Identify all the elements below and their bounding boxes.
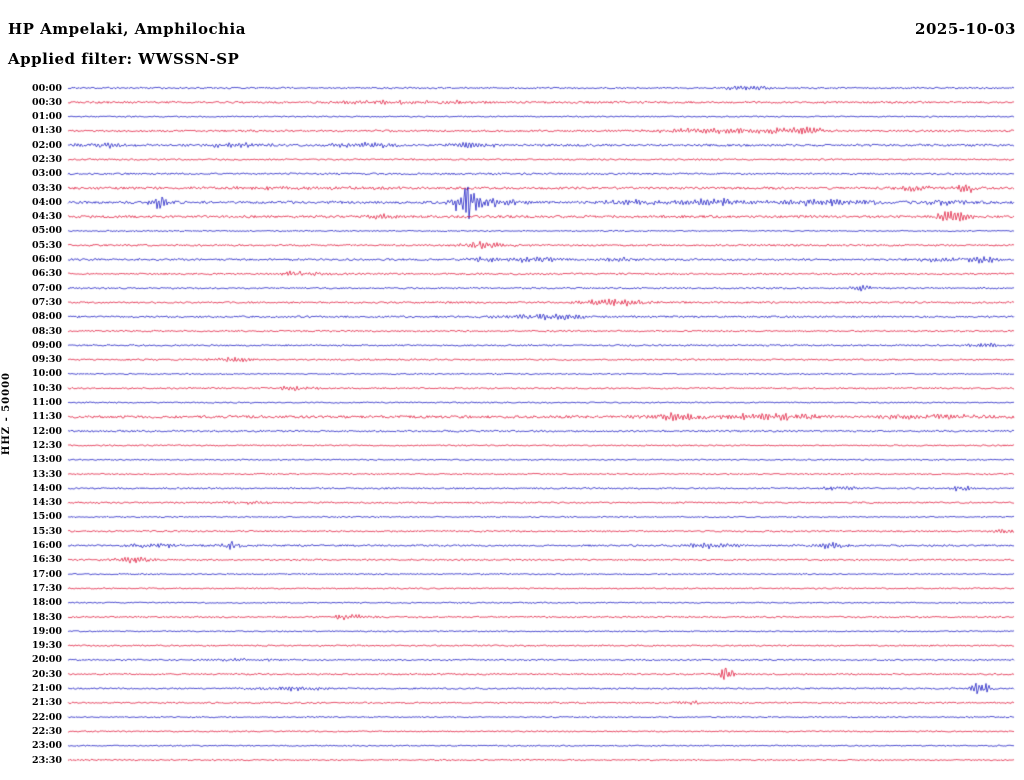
time-label: 13:00 (32, 454, 62, 466)
time-label: 00:30 (32, 96, 62, 108)
station-title: HP Ampelaki, Amphilochia (8, 20, 246, 38)
time-label: 11:00 (32, 397, 62, 409)
time-label: 15:30 (32, 525, 62, 537)
time-label: 11:30 (32, 411, 62, 423)
time-label: 18:30 (32, 611, 62, 623)
time-label: 06:30 (32, 268, 62, 280)
time-label: 10:00 (32, 368, 62, 380)
time-label: 23:30 (32, 754, 62, 766)
time-label: 04:00 (32, 196, 62, 208)
time-label: 03:00 (32, 168, 62, 180)
time-label: 00:00 (32, 82, 62, 94)
time-label: 09:00 (32, 339, 62, 351)
time-label: 05:30 (32, 239, 62, 251)
time-label: 12:00 (32, 425, 62, 437)
time-label: 23:00 (32, 740, 62, 752)
y-axis-label: HHZ - 50000 (1, 372, 12, 456)
filter-label: Applied filter: WWSSN-SP (8, 50, 240, 68)
time-label: 20:00 (32, 654, 62, 666)
time-label: 14:00 (32, 482, 62, 494)
time-label: 02:00 (32, 139, 62, 151)
time-label: 02:30 (32, 153, 62, 165)
time-label: 19:30 (32, 640, 62, 652)
time-label: 07:00 (32, 282, 62, 294)
date-label: 2025-10-03 (915, 20, 1016, 38)
time-label: 09:30 (32, 354, 62, 366)
time-label: 20:30 (32, 668, 62, 680)
time-label: 01:00 (32, 111, 62, 123)
time-label: 07:30 (32, 296, 62, 308)
time-label: 03:30 (32, 182, 62, 194)
time-label: 15:00 (32, 511, 62, 523)
time-label: 18:00 (32, 597, 62, 609)
time-label: 21:00 (32, 683, 62, 694)
time-label: 06:00 (32, 254, 62, 266)
time-label: 04:30 (32, 211, 62, 223)
time-label: 01:30 (32, 125, 62, 137)
time-label: 16:30 (32, 554, 62, 566)
time-label: 10:30 (32, 382, 62, 394)
time-label: 22:30 (32, 725, 62, 737)
time-label: 12:30 (32, 439, 62, 451)
time-label: 22:00 (32, 711, 62, 723)
time-label: 13:30 (32, 468, 62, 480)
time-label: 17:00 (32, 568, 62, 580)
time-label: 14:30 (32, 497, 62, 509)
time-label: 08:00 (32, 311, 62, 323)
time-label: 16:00 (32, 540, 62, 552)
time-label: 08:30 (32, 325, 62, 337)
time-label: 17:30 (32, 582, 62, 594)
time-label: 19:00 (32, 625, 62, 637)
time-label: 05:00 (32, 225, 62, 237)
time-label: 21:30 (32, 697, 62, 709)
